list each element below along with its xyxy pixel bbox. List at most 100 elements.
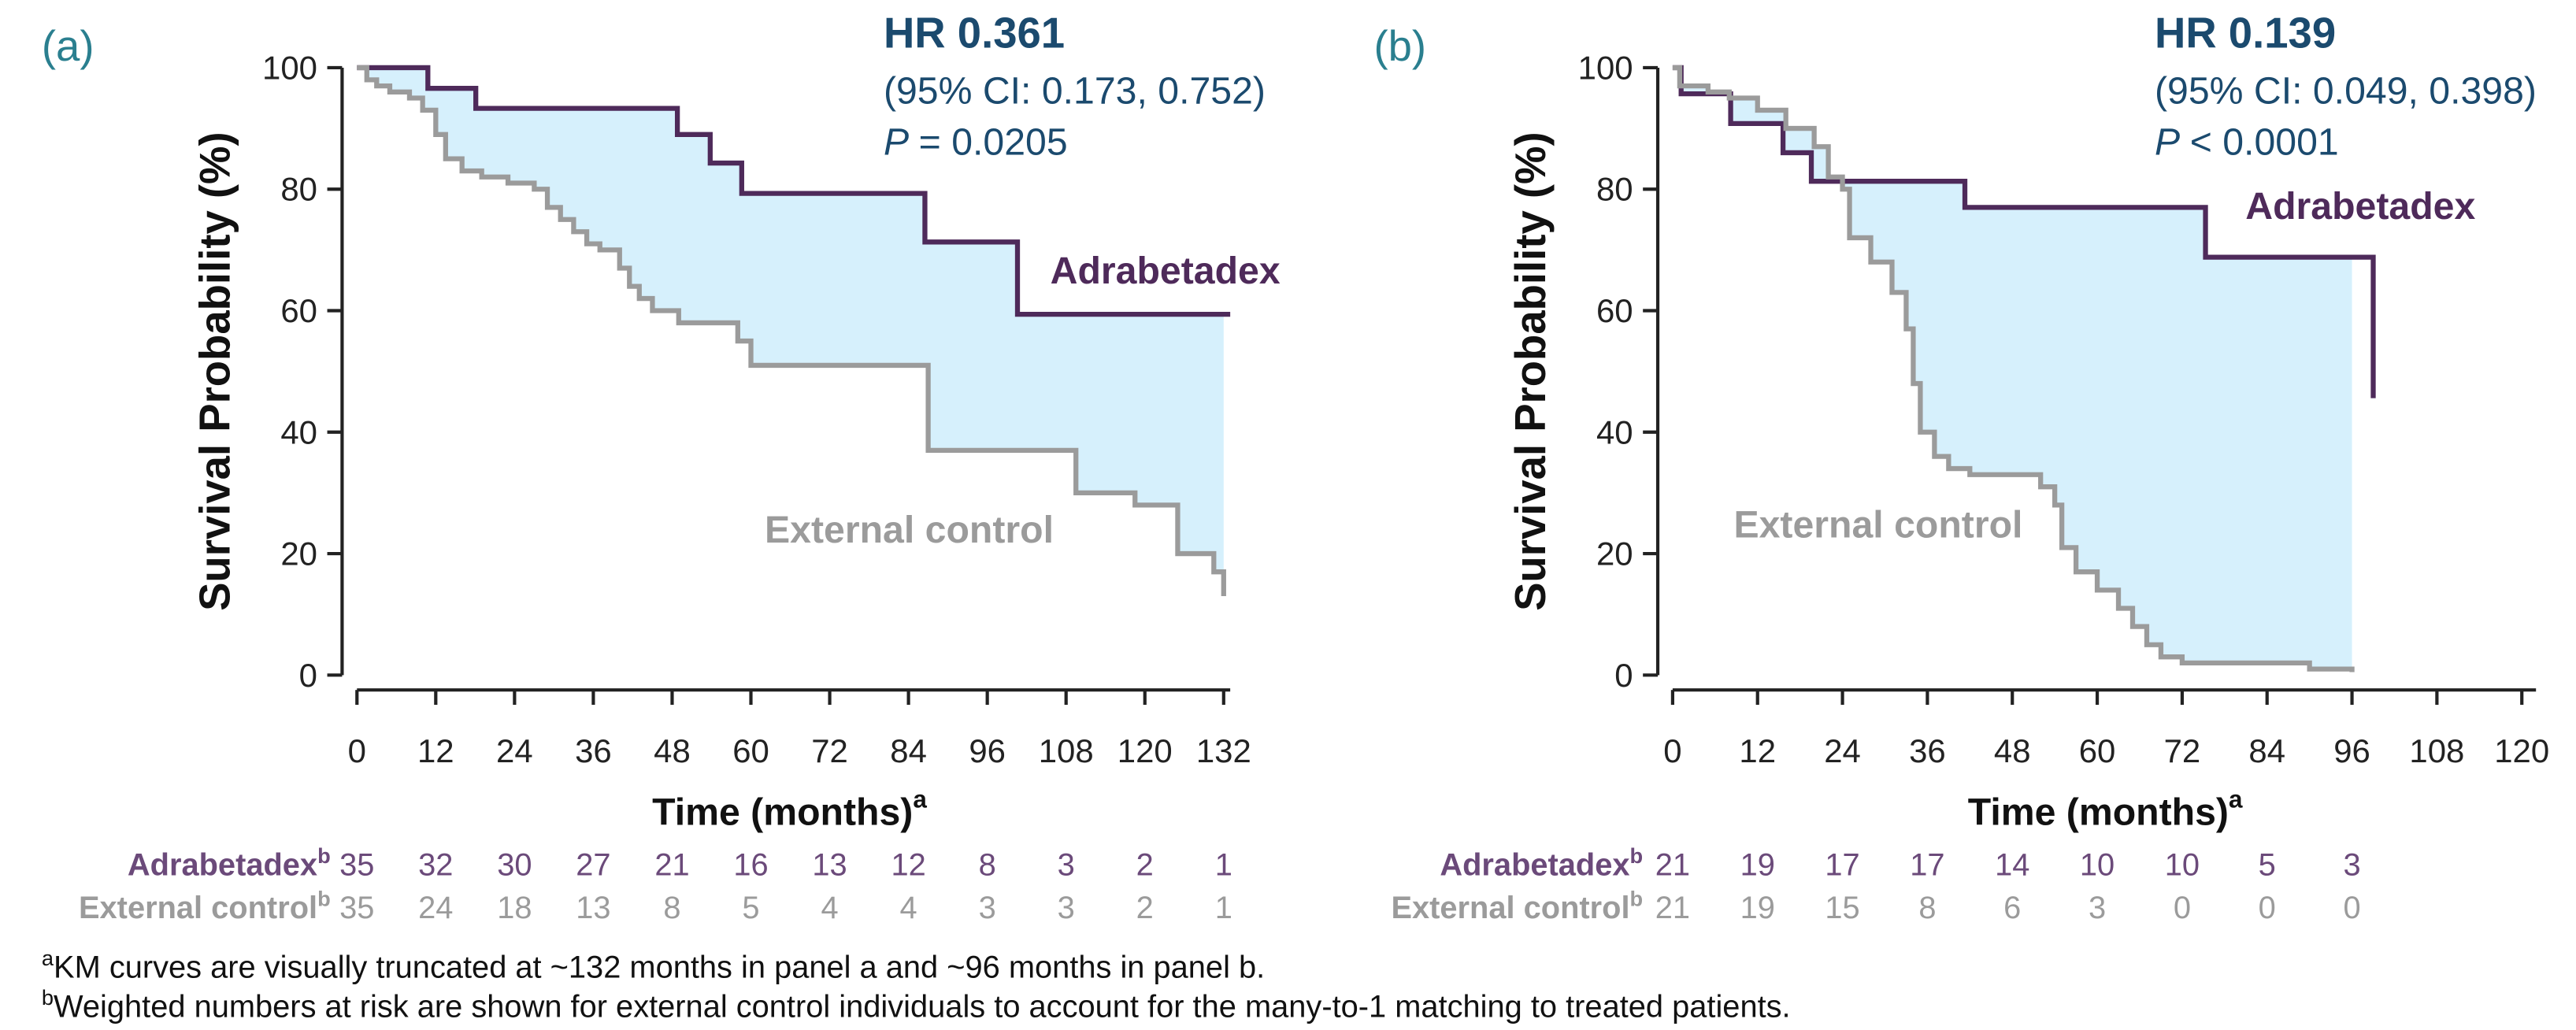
risk-row-label-note: b bbox=[1630, 886, 1644, 910]
km-curve bbox=[1672, 65, 2355, 672]
confidence-interval: (95% CI: 0.173, 0.752) bbox=[884, 69, 1266, 112]
p-text: < 0.0001 bbox=[2190, 120, 2339, 163]
x-tick-label: 108 bbox=[2409, 732, 2464, 769]
risk-count: 10 bbox=[2165, 847, 2200, 882]
risk-count: 0 bbox=[2259, 891, 2276, 925]
x-tick-label: 108 bbox=[1039, 732, 1094, 769]
shaded-area bbox=[357, 67, 1224, 597]
risk-row-label: External controlb bbox=[1391, 886, 1643, 925]
panel-label: (b) bbox=[1374, 22, 1427, 70]
risk-row-label-note: b bbox=[317, 843, 331, 867]
risk-row-label: Adrabetadexb bbox=[128, 843, 331, 882]
x-tick-label: 60 bbox=[2079, 732, 2116, 769]
footnote-text: KM curves are visually truncated at ~132… bbox=[54, 950, 1265, 984]
panel: (b) HR 0.139 (95% CI: 0.049, 0.398) P < 0.00… bbox=[1374, 9, 2550, 924]
x-axis-label-text: Time (months) bbox=[1968, 791, 2229, 833]
risk-row-label-note: b bbox=[1630, 843, 1644, 867]
panel-label: (a) bbox=[42, 22, 95, 70]
risk-row-label-text: External control bbox=[1391, 891, 1629, 925]
y-tick-label: 40 bbox=[280, 413, 317, 450]
risk-count: 5 bbox=[2259, 847, 2276, 882]
x-axis-label-note: a bbox=[913, 785, 927, 813]
risk-count: 17 bbox=[1910, 847, 1944, 882]
y-tick-label: 100 bbox=[1578, 49, 1633, 86]
y-tick-label: 60 bbox=[1596, 292, 1633, 329]
x-tick-label: 84 bbox=[890, 732, 927, 769]
risk-count: 12 bbox=[891, 847, 925, 882]
footnote-text: Weighted numbers at risk are shown for e… bbox=[54, 990, 1791, 1024]
y-tick-label: 0 bbox=[299, 657, 317, 694]
risk-count: 35 bbox=[339, 847, 374, 882]
y-tick-label: 20 bbox=[280, 535, 317, 572]
x-tick-label: 12 bbox=[417, 732, 454, 769]
risk-count: 4 bbox=[900, 891, 917, 925]
x-tick-label: 72 bbox=[2164, 732, 2201, 769]
km-curve bbox=[357, 65, 1231, 317]
p-text: = 0.0205 bbox=[919, 120, 1068, 163]
series-label: Adrabetadex bbox=[1051, 250, 1281, 292]
risk-count: 3 bbox=[979, 891, 996, 925]
risk-count: 3 bbox=[1058, 847, 1075, 882]
x-axis-label: Time (months)a bbox=[1968, 785, 2243, 833]
km-curve bbox=[357, 65, 1226, 597]
y-tick-label: 80 bbox=[1596, 171, 1633, 208]
y-axis-label: Survival Probability (%) bbox=[1507, 132, 1555, 611]
risk-count: 18 bbox=[497, 891, 532, 925]
footnote-marker: a bbox=[42, 945, 54, 969]
risk-count: 4 bbox=[821, 891, 838, 925]
risk-count: 32 bbox=[418, 847, 453, 882]
risk-row-label: External controlb bbox=[79, 886, 331, 925]
risk-count: 2 bbox=[1136, 891, 1154, 925]
risk-count: 27 bbox=[576, 847, 610, 882]
panel: (a) HR 0.361 (95% CI: 0.173, 0.752) P = 0.02… bbox=[42, 9, 1281, 924]
km-curve bbox=[1672, 65, 2376, 398]
y-tick-label: 80 bbox=[280, 171, 317, 208]
y-tick-label: 20 bbox=[1596, 535, 1633, 572]
risk-count: 1 bbox=[1215, 847, 1232, 882]
series-label: Adrabetadex bbox=[2245, 185, 2475, 228]
y-tick-label: 100 bbox=[262, 49, 317, 86]
risk-count: 3 bbox=[1058, 891, 1075, 925]
risk-count: 8 bbox=[1918, 891, 1936, 925]
y-axis-label: Survival Probability (%) bbox=[191, 132, 239, 611]
x-tick-label: 36 bbox=[575, 732, 612, 769]
risk-count: 14 bbox=[1995, 847, 2029, 882]
risk-count: 1 bbox=[1215, 891, 1232, 925]
confidence-interval: (95% CI: 0.049, 0.398) bbox=[2155, 69, 2537, 112]
risk-count: 2 bbox=[1136, 847, 1154, 882]
footnote: aKM curves are visually truncated at ~13… bbox=[42, 945, 1265, 984]
y-tick-label: 0 bbox=[1614, 657, 1633, 694]
x-tick-label: 96 bbox=[2333, 732, 2370, 769]
shaded-area bbox=[1672, 67, 2352, 672]
x-tick-label: 48 bbox=[1994, 732, 2031, 769]
x-axis-label-note: a bbox=[2229, 785, 2243, 813]
risk-count: 13 bbox=[812, 847, 847, 882]
x-tick-label: 120 bbox=[1118, 732, 1173, 769]
footnote-marker: b bbox=[42, 985, 54, 1010]
risk-row-label-text: Adrabetadex bbox=[1440, 847, 1629, 882]
risk-count: 19 bbox=[1740, 847, 1775, 882]
p-symbol: P bbox=[884, 120, 909, 163]
risk-row-label-note: b bbox=[317, 886, 331, 910]
risk-count: 8 bbox=[663, 891, 680, 925]
risk-count: 0 bbox=[2343, 891, 2360, 925]
x-axis-label-text: Time (months) bbox=[652, 791, 913, 833]
risk-row-label-text: Adrabetadex bbox=[128, 847, 317, 882]
risk-count: 21 bbox=[1655, 847, 1690, 882]
y-tick-label: 40 bbox=[1596, 413, 1633, 450]
risk-count: 35 bbox=[339, 891, 374, 925]
risk-count: 6 bbox=[2003, 891, 2021, 925]
x-tick-label: 120 bbox=[2494, 732, 2549, 769]
risk-row-label-text: External control bbox=[79, 891, 317, 925]
x-tick-label: 0 bbox=[1663, 732, 1681, 769]
x-tick-label: 72 bbox=[811, 732, 848, 769]
p-value: P < 0.0001 bbox=[2155, 120, 2339, 163]
x-tick-label: 84 bbox=[2248, 732, 2285, 769]
risk-count: 15 bbox=[1825, 891, 1859, 925]
x-tick-label: 0 bbox=[348, 732, 366, 769]
risk-count: 21 bbox=[654, 847, 689, 882]
risk-count: 0 bbox=[2174, 891, 2191, 925]
y-tick-label: 60 bbox=[280, 292, 317, 329]
risk-count: 3 bbox=[2343, 847, 2360, 882]
